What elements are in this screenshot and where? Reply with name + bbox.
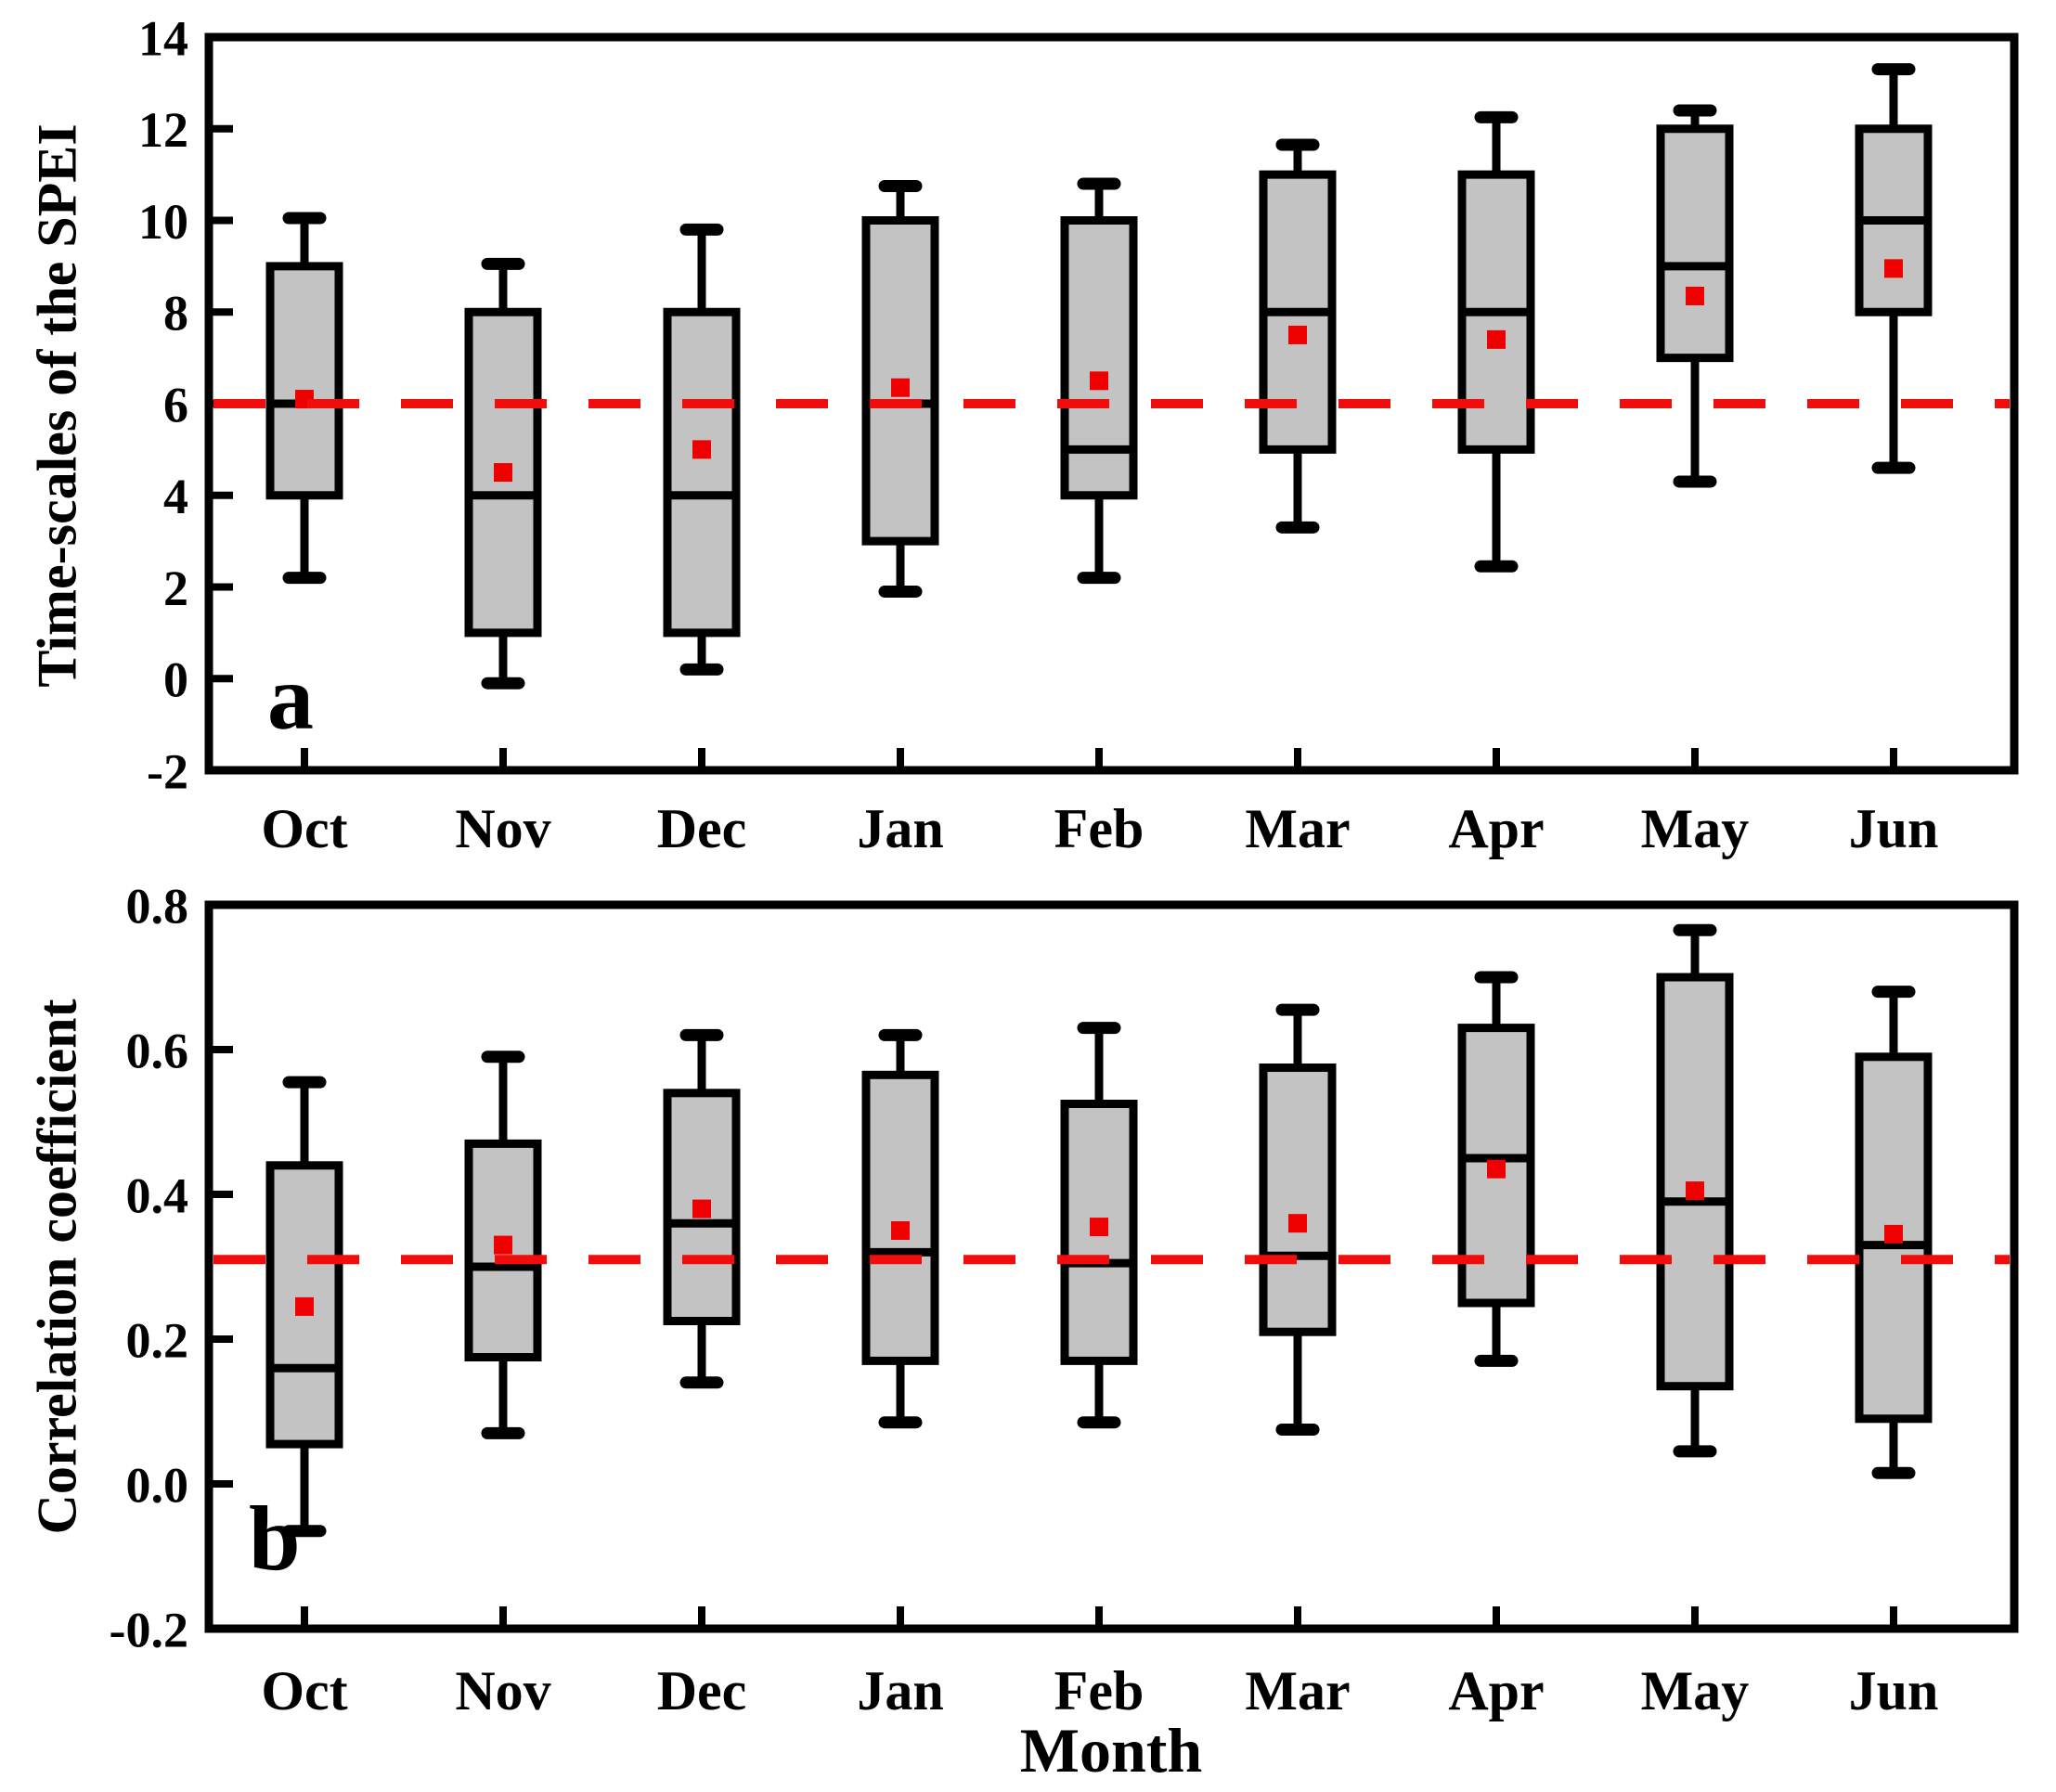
- panel-a-box-Nov: [464, 257, 542, 690]
- panel-a-month-label: Jun: [1849, 798, 1939, 859]
- panel-b-month-label: Apr: [1448, 1660, 1544, 1721]
- panel-b-y-axis-title: Correlation coefficient: [26, 999, 88, 1535]
- panel-a-month-label: Apr: [1448, 798, 1544, 859]
- panel-b-month-label: Mar: [1245, 1660, 1350, 1721]
- panel-a-month-label: Nov: [455, 798, 550, 859]
- panel-a-y-tick-label: -2: [147, 743, 188, 799]
- panel-b-box-May: [1656, 923, 1734, 1458]
- panel-a-y-axis-title: Time-scales of the SPEI: [26, 123, 88, 688]
- panel-a-box-Oct: [265, 212, 343, 585]
- panel-b-y-tick-label: 0.0: [126, 1457, 189, 1513]
- panel-b-month-label: Jan: [857, 1660, 943, 1721]
- iqr-box: [265, 1161, 343, 1449]
- panel-b-month-label: Feb: [1054, 1660, 1144, 1721]
- panel-a-box-Mar: [1259, 138, 1337, 534]
- mean-marker: [1090, 1218, 1108, 1237]
- panel-b-month-label: Oct: [261, 1660, 347, 1721]
- panel-b-y-tick-label: 0.4: [126, 1167, 189, 1223]
- panel-a-month-label: Mar: [1245, 798, 1350, 859]
- panel-b-box-Feb: [1060, 1022, 1138, 1429]
- panel-a-box-Apr: [1457, 110, 1535, 573]
- panel-b-frame: [204, 900, 2019, 1633]
- mean-marker: [1487, 1159, 1506, 1179]
- panel-a-box-Jun: [1855, 63, 1933, 474]
- panel-b-y-tick-label: -0.2: [110, 1602, 188, 1657]
- mean-marker: [1487, 329, 1506, 349]
- panel-a-y-tick-label: 4: [163, 469, 188, 524]
- panel-a-month-label: Dec: [657, 798, 747, 859]
- mean-marker: [692, 440, 711, 459]
- iqr-box: [1656, 124, 1734, 363]
- mean-marker: [1288, 325, 1307, 344]
- panel-a-y-tick-label: 6: [163, 377, 188, 432]
- panel-b-month-label: Dec: [657, 1660, 747, 1721]
- panel-a-y-tick-label: 12: [138, 102, 188, 158]
- panel-b-label: b: [249, 1487, 301, 1590]
- panel-b-box-Jan: [861, 1028, 939, 1429]
- mean-marker: [494, 1235, 512, 1255]
- panel-a-label: a: [267, 646, 314, 749]
- mean-marker: [1884, 1224, 1903, 1244]
- panel-a-y-tick-label: 0: [163, 652, 188, 708]
- panel-b-box-Mar: [1259, 1003, 1337, 1436]
- mean-marker: [891, 1221, 910, 1240]
- panel-a-month-label: May: [1641, 798, 1750, 859]
- panel-b-y-tick-label: 0.6: [126, 1023, 189, 1078]
- panel-a-y-tick-label: 14: [138, 10, 188, 66]
- panel-a-month-label: Jan: [857, 798, 943, 859]
- iqr-box: [663, 307, 741, 638]
- panel-a-month-label: Feb: [1054, 798, 1144, 859]
- mean-marker: [1884, 259, 1903, 278]
- panel-b-box-Apr: [1457, 971, 1535, 1367]
- panel-a-frame: [204, 32, 2019, 775]
- panel-a-month-label: Oct: [261, 798, 347, 859]
- panel-b-month-label: Nov: [455, 1660, 550, 1721]
- iqr-box: [1259, 1064, 1337, 1336]
- mean-marker: [1090, 371, 1108, 391]
- iqr-box: [1656, 973, 1734, 1391]
- panel-b-y-tick-label: 0.8: [126, 878, 189, 934]
- panel-a-box-Jan: [861, 179, 939, 598]
- mean-marker: [494, 463, 512, 483]
- iqr-box: [861, 1070, 939, 1365]
- panel-b-y-tick-label: 0.2: [126, 1312, 189, 1368]
- iqr-box: [265, 262, 343, 500]
- panel-b-box-Nov: [464, 1051, 542, 1439]
- mean-marker: [295, 1296, 314, 1316]
- mean-marker: [1288, 1214, 1307, 1233]
- panel-a-box-Dec: [663, 223, 741, 676]
- panel-b-month-label: Jun: [1849, 1660, 1939, 1721]
- panel-a-y-tick-label: 10: [138, 194, 188, 250]
- panel-b-box-Oct: [265, 1076, 343, 1538]
- panel-a-box-May: [1656, 104, 1734, 488]
- mean-marker: [1686, 1181, 1704, 1201]
- iqr-box: [1060, 216, 1138, 500]
- panel-a-y-tick-label: 8: [163, 286, 188, 342]
- x-axis-title: Month: [1019, 1715, 1203, 1786]
- mean-marker: [692, 1199, 711, 1218]
- panel-b-box-Jun: [1855, 986, 1933, 1479]
- mean-marker: [1686, 286, 1704, 305]
- mean-marker: [891, 378, 910, 397]
- panel-a-y-tick-label: 2: [163, 561, 188, 616]
- panel-b-month-label: May: [1641, 1660, 1750, 1721]
- panel-a-box-Feb: [1060, 177, 1138, 585]
- panel-b-box-Dec: [663, 1028, 741, 1389]
